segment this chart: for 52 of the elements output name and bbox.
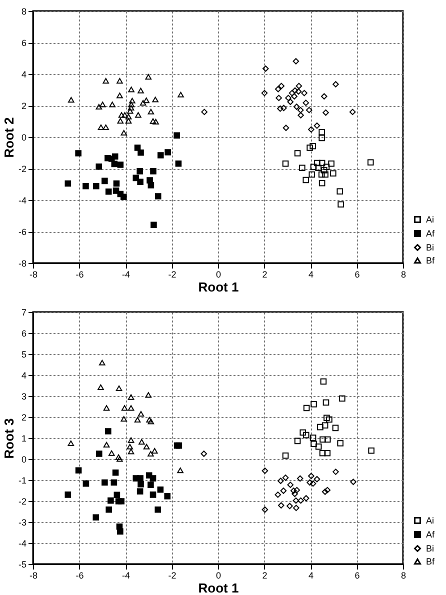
legend-label: Ai bbox=[426, 214, 434, 224]
x-tick-label: -8 bbox=[29, 270, 38, 280]
y-tick-label: -3 bbox=[18, 518, 26, 528]
y-tick-label: -6 bbox=[18, 227, 26, 237]
legend-label: Bi bbox=[426, 242, 434, 252]
y-tick-label: 5 bbox=[21, 350, 26, 360]
y-tick-label: 4 bbox=[21, 370, 26, 380]
x-tick-label: 4 bbox=[308, 270, 314, 280]
y-tick-label: 2 bbox=[21, 101, 26, 111]
x-tick-label: 2 bbox=[262, 570, 268, 580]
y-tick-label: 6 bbox=[21, 328, 26, 338]
x-axis-title: Root 1 bbox=[198, 580, 239, 595]
x-tick-label: 6 bbox=[354, 570, 360, 580]
legend-label: Bf bbox=[426, 256, 436, 266]
x-tick-label: -4 bbox=[122, 570, 130, 580]
legend-label: Af bbox=[426, 530, 436, 540]
y-tick-label: -1 bbox=[18, 476, 26, 486]
y-tick-label: 2 bbox=[21, 412, 26, 422]
y-tick-label: -2 bbox=[18, 164, 26, 174]
x-tick-label: 4 bbox=[308, 570, 314, 580]
y-tick-label: -4 bbox=[18, 196, 26, 206]
x-tick-label: 6 bbox=[354, 270, 360, 280]
x-tick-label: -6 bbox=[76, 570, 84, 580]
legend-label: Bf bbox=[426, 556, 436, 566]
y-axis-title: Root 3 bbox=[2, 418, 16, 459]
x-tick-label: -2 bbox=[168, 570, 176, 580]
legend-label: Bi bbox=[426, 544, 434, 554]
y-tick-label: 1 bbox=[21, 434, 26, 444]
x-axis-title: Root 1 bbox=[198, 280, 239, 294]
x-tick-label: 0 bbox=[216, 570, 222, 580]
y-tick-label: 6 bbox=[21, 38, 26, 48]
legend-label: Af bbox=[426, 228, 436, 238]
x-tick-label: 0 bbox=[216, 270, 222, 280]
y-tick-label: -5 bbox=[18, 560, 26, 570]
y-axis-title: Root 2 bbox=[2, 117, 16, 158]
x-tick-label: -6 bbox=[76, 270, 84, 280]
y-tick-label: 7 bbox=[21, 308, 26, 318]
x-tick-label: 8 bbox=[400, 270, 406, 280]
y-tick-label: -8 bbox=[18, 258, 26, 268]
y-tick-label: -2 bbox=[18, 496, 26, 506]
y-tick-label: 4 bbox=[21, 70, 26, 80]
y-tick-label: 8 bbox=[21, 6, 26, 16]
x-tick-label: -8 bbox=[29, 570, 38, 580]
x-tick-label: -4 bbox=[122, 270, 130, 280]
y-tick-label: 3 bbox=[21, 392, 26, 402]
y-tick-label: 0 bbox=[21, 132, 26, 142]
x-tick-label: 8 bbox=[400, 570, 406, 580]
x-tick-label: -2 bbox=[168, 270, 176, 280]
y-tick-label: 0 bbox=[21, 454, 26, 464]
x-tick-label: 2 bbox=[262, 270, 268, 280]
y-tick-label: -4 bbox=[18, 538, 26, 548]
legend-label: Ai bbox=[426, 516, 434, 526]
